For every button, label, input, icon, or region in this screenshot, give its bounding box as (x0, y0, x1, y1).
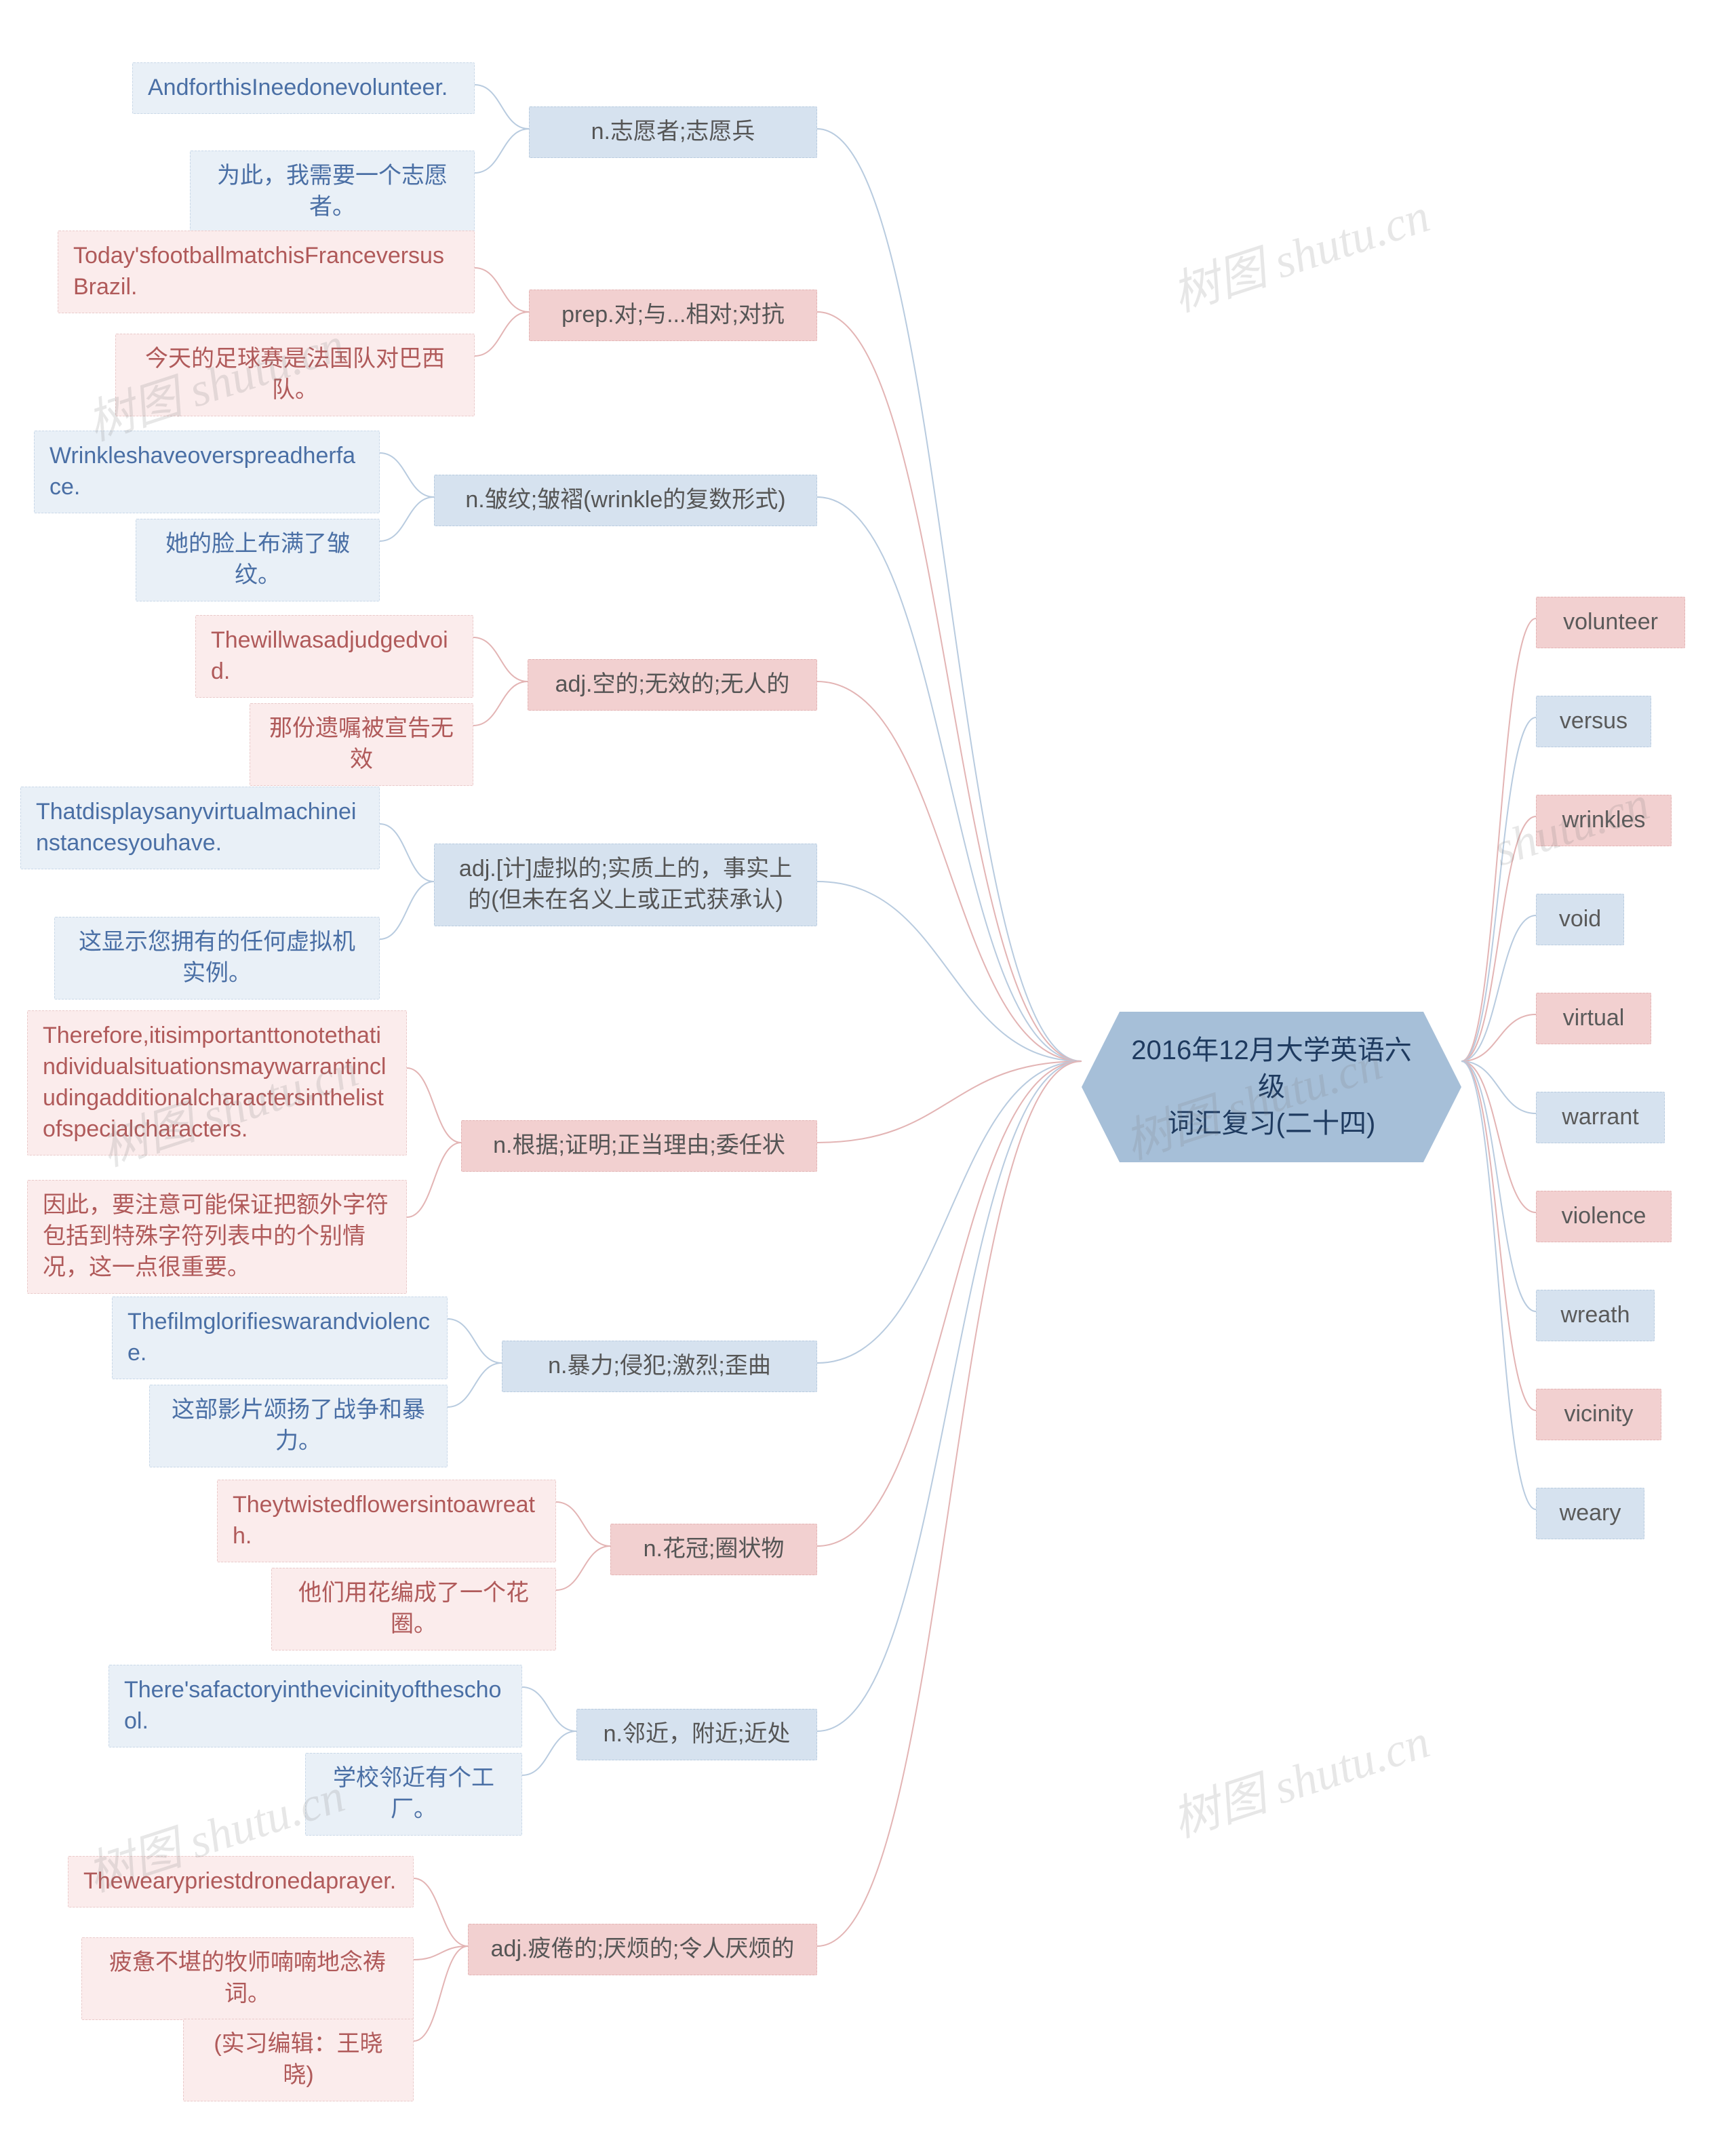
example-zh: 她的脸上布满了皱纹。 (165, 531, 350, 588)
ex-wreath-zh: 他们用花编成了一个花圈。 (271, 1568, 556, 1650)
example-en: Wrinkleshaveoverspreadherface. (50, 443, 355, 500)
ex-violence-en: Thefilmglorifieswarandviolence. (112, 1297, 448, 1379)
ex-warrant-zh: 因此，要注意可能保证把额外字符包括到特殊字符列表中的个别情况，这一点很重要。 (27, 1180, 407, 1294)
ex-void-zh: 那份遗嘱被宣告无效 (250, 703, 473, 786)
word-label: volunteer (1563, 609, 1658, 635)
ex-vicinity-zh: 学校邻近有个工厂。 (305, 1753, 522, 1836)
example-en: There'safactoryinthevicinityoftheschool. (124, 1677, 501, 1734)
ex-weary-extra: (实习编辑：王晓晓) (183, 2019, 414, 2101)
example-en: Thatdisplaysanyvirtualmachineinstancesyo… (36, 799, 356, 856)
word-label: violence (1562, 1203, 1646, 1229)
watermark: 树图 shutu.cn (1162, 178, 1437, 325)
ex-virtual-zh: 这显示您拥有的任何虚拟机实例。 (54, 917, 380, 1000)
example-en: Thefilmglorifieswarandviolence. (127, 1309, 430, 1366)
example-zh: 今天的足球赛是法国队对巴西队。 (145, 346, 445, 403)
def-wrinkles: n.皱纹;皱褶(wrinkle的复数形式) (434, 475, 817, 526)
root-line2: 词汇复习(二十四) (1168, 1109, 1376, 1139)
ex-volunteer-zh: 为此，我需要一个志愿者。 (190, 151, 475, 233)
example-en: Today'sfootballmatchisFranceversusBrazil… (73, 243, 444, 300)
def-versus: prep.对;与...相对;对抗 (529, 290, 817, 341)
ex-warrant-en: Therefore,itisimportanttonotethatindivid… (27, 1010, 407, 1155)
word-wreath: wreath (1536, 1290, 1655, 1341)
example-en: Theytwistedflowersintoawreath. (233, 1492, 535, 1549)
word-versus: versus (1536, 696, 1651, 747)
word-weary: weary (1536, 1488, 1644, 1539)
def-text: adj.空的;无效的;无人的 (555, 671, 790, 697)
def-text: n.志愿者;志愿兵 (591, 119, 755, 144)
def-text: adj.[计]虚拟的;实质上的，事实上的(但未在名义上或正式获承认) (459, 856, 792, 913)
def-virtual: adj.[计]虚拟的;实质上的，事实上的(但未在名义上或正式获承认) (434, 844, 817, 926)
def-vicinity: n.邻近，附近;近处 (576, 1709, 817, 1760)
example-en: AndforthisIneedonevolunteer. (148, 75, 448, 100)
word-void: void (1536, 894, 1624, 945)
word-violence: violence (1536, 1191, 1672, 1242)
word-label: void (1559, 906, 1601, 932)
ex-volunteer-en: AndforthisIneedonevolunteer. (132, 62, 475, 114)
ex-versus-zh: 今天的足球赛是法国队对巴西队。 (115, 334, 475, 416)
example-zh: 疲惫不堪的牧师喃喃地念祷词。 (109, 1950, 386, 2006)
mindmap-canvas: 2016年12月大学英语六级 词汇复习(二十四) volunteer versu… (0, 0, 1736, 2155)
def-volunteer: n.志愿者;志愿兵 (529, 106, 817, 158)
ex-violence-zh: 这部影片颂扬了战争和暴力。 (149, 1385, 448, 1467)
def-wreath: n.花冠;圈状物 (610, 1524, 817, 1575)
word-virtual: virtual (1536, 993, 1651, 1044)
def-text: n.根据;证明;正当理由;委任状 (493, 1132, 785, 1158)
watermark-text: 树图 shutu.cn (1166, 190, 1436, 322)
example-zh: 这部影片颂扬了战争和暴力。 (172, 1397, 425, 1454)
def-weary: adj.疲倦的;厌烦的;令人厌烦的 (468, 1924, 817, 1975)
word-label: virtual (1563, 1005, 1625, 1031)
example-zh: 为此，我需要一个志愿者。 (217, 163, 448, 220)
def-text: n.皱纹;皱褶(wrinkle的复数形式) (465, 487, 785, 513)
ex-versus-en: Today'sfootballmatchisFranceversusBrazil… (58, 231, 475, 313)
example-zh: 他们用花编成了一个花圈。 (298, 1580, 529, 1637)
def-text: n.邻近，附近;近处 (604, 1721, 791, 1747)
word-label: wrinkles (1562, 807, 1646, 833)
root-line1: 2016年12月大学英语六级 (1131, 1035, 1411, 1102)
ex-void-en: Thewillwasadjudgedvoid. (195, 615, 473, 698)
ex-wrinkles-zh: 她的脸上布满了皱纹。 (136, 519, 380, 601)
example-extra: (实习编辑：王晓晓) (214, 2031, 382, 2088)
ex-vicinity-en: There'safactoryinthevicinityoftheschool. (108, 1665, 522, 1747)
watermark-text: 树图 shutu.cn (1166, 1716, 1436, 1848)
word-label: vicinity (1564, 1401, 1633, 1427)
ex-virtual-en: Thatdisplaysanyvirtualmachineinstancesyo… (20, 787, 380, 869)
def-void: adj.空的;无效的;无人的 (528, 659, 817, 711)
word-label: weary (1560, 1500, 1621, 1526)
def-text: n.花冠;圈状物 (644, 1536, 785, 1562)
def-text: n.暴力;侵犯;激烈;歪曲 (548, 1353, 771, 1379)
word-label: versus (1560, 708, 1628, 734)
root-node: 2016年12月大学英语六级 词汇复习(二十四) (1082, 1012, 1461, 1162)
ex-wreath-en: Theytwistedflowersintoawreath. (217, 1480, 556, 1562)
def-text: adj.疲倦的;厌烦的;令人厌烦的 (491, 1936, 795, 1962)
example-zh: 因此，要注意可能保证把额外字符包括到特殊字符列表中的个别情况，这一点很重要。 (43, 1192, 389, 1280)
ex-wrinkles-en: Wrinkleshaveoverspreadherface. (34, 431, 380, 513)
example-zh: 学校邻近有个工厂。 (333, 1765, 494, 1822)
word-wrinkles: wrinkles (1536, 795, 1672, 846)
def-warrant: n.根据;证明;正当理由;委任状 (461, 1120, 817, 1172)
example-en: Thewillwasadjudgedvoid. (211, 627, 448, 684)
word-warrant: warrant (1536, 1092, 1665, 1143)
word-vicinity: vicinity (1536, 1389, 1661, 1440)
word-label: warrant (1562, 1104, 1638, 1130)
def-violence: n.暴力;侵犯;激烈;歪曲 (502, 1341, 817, 1392)
example-zh: 这显示您拥有的任何虚拟机实例。 (79, 929, 355, 986)
example-en: Therefore,itisimportanttonotethatindivid… (43, 1023, 386, 1142)
word-volunteer: volunteer (1536, 597, 1685, 648)
ex-weary-zh: 疲惫不堪的牧师喃喃地念祷词。 (81, 1937, 414, 2020)
watermark: 树图 shutu.cn (1162, 1703, 1437, 1851)
example-zh: 那份遗嘱被宣告无效 (269, 715, 454, 772)
ex-weary-en: Thewearypriestdronedaprayer. (68, 1856, 414, 1907)
def-text: prep.对;与...相对;对抗 (561, 302, 785, 328)
example-en: Thewearypriestdronedaprayer. (83, 1868, 396, 1894)
word-label: wreath (1560, 1302, 1630, 1328)
